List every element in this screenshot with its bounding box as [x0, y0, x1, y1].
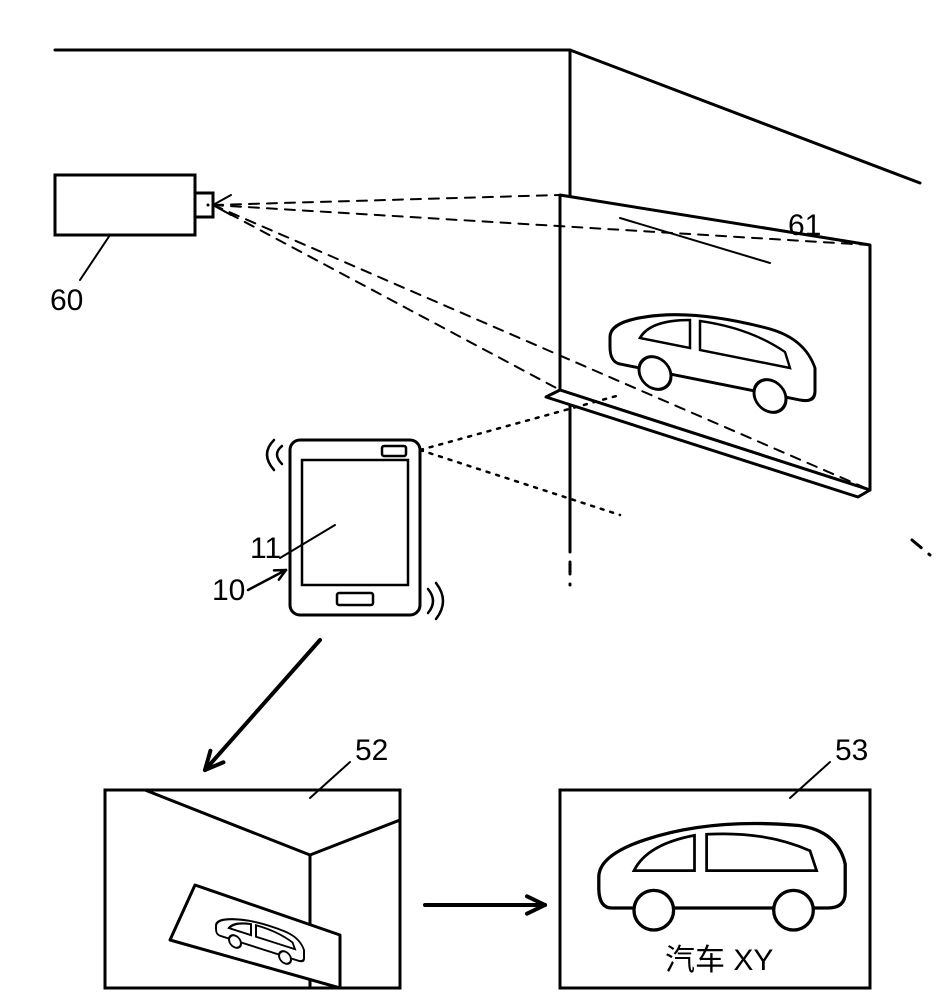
svg-text:53: 53: [835, 734, 868, 767]
svg-text:11: 11: [250, 532, 281, 565]
svg-text:52: 52: [355, 734, 388, 767]
svg-text:60: 60: [50, 284, 83, 317]
svg-text:61: 61: [788, 209, 821, 242]
svg-text:10: 10: [212, 574, 245, 607]
svg-text:汽车 XY: 汽车 XY: [665, 944, 773, 977]
